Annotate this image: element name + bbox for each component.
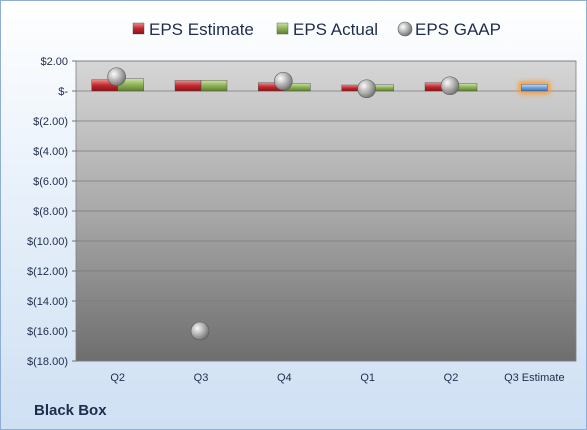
legend: EPS Estimate EPS Actual EPS GAAP bbox=[132, 20, 501, 39]
legend-marker-eps-actual bbox=[276, 22, 289, 35]
x-tick-label: Q2 bbox=[444, 372, 459, 384]
y-tick-label: $2.00 bbox=[40, 56, 68, 68]
x-tick-label: Q3 Estimate bbox=[504, 372, 565, 384]
gridlines bbox=[76, 60, 576, 362]
x-axis: Q2 Q3 Q4 Q1 Q2 Q3 Estimate bbox=[110, 372, 564, 384]
legend-label-eps-gaap: EPS GAAP bbox=[415, 20, 501, 39]
x-tick-label: Q4 bbox=[277, 372, 292, 384]
y-tick-label: $(4.00) bbox=[33, 146, 68, 158]
bar-estimate bbox=[521, 84, 548, 92]
y-tick-label: $(10.00) bbox=[27, 236, 68, 248]
y-tick-label: $- bbox=[58, 86, 68, 98]
point-eps-gaap bbox=[440, 76, 460, 96]
legend-label-eps-estimate: EPS Estimate bbox=[149, 20, 254, 39]
legend-marker-eps-estimate bbox=[132, 22, 145, 35]
y-tick-label: $(18.00) bbox=[27, 356, 68, 368]
bar-eps-estimate bbox=[174, 80, 202, 92]
legend-label-eps-actual: EPS Actual bbox=[293, 20, 378, 39]
company-label: Black Box bbox=[34, 402, 107, 419]
point-eps-gaap bbox=[107, 67, 126, 87]
point-eps-gaap bbox=[190, 321, 210, 341]
y-tick-label: $(6.00) bbox=[33, 176, 68, 188]
y-tick-label: $(8.00) bbox=[33, 206, 68, 218]
legend-marker-eps-gaap bbox=[397, 21, 413, 37]
point-eps-gaap bbox=[274, 71, 293, 91]
bar-eps-actual bbox=[200, 79, 228, 92]
x-tick-label: Q2 bbox=[110, 372, 125, 384]
x-tick-label: Q1 bbox=[360, 372, 375, 384]
data-marks bbox=[91, 67, 551, 341]
y-tick-label: $(2.00) bbox=[33, 116, 68, 128]
y-tick-label: $(12.00) bbox=[27, 266, 68, 278]
point-eps-gaap bbox=[357, 79, 376, 99]
x-tick-label: Q3 bbox=[194, 372, 209, 384]
y-tick-label: $(14.00) bbox=[27, 296, 68, 308]
y-tick-label: $(16.00) bbox=[27, 326, 68, 338]
y-axis: $2.00 $- $(2.00) $(4.00) $(6.00) $(8.00) $(10.… bbox=[27, 56, 76, 368]
